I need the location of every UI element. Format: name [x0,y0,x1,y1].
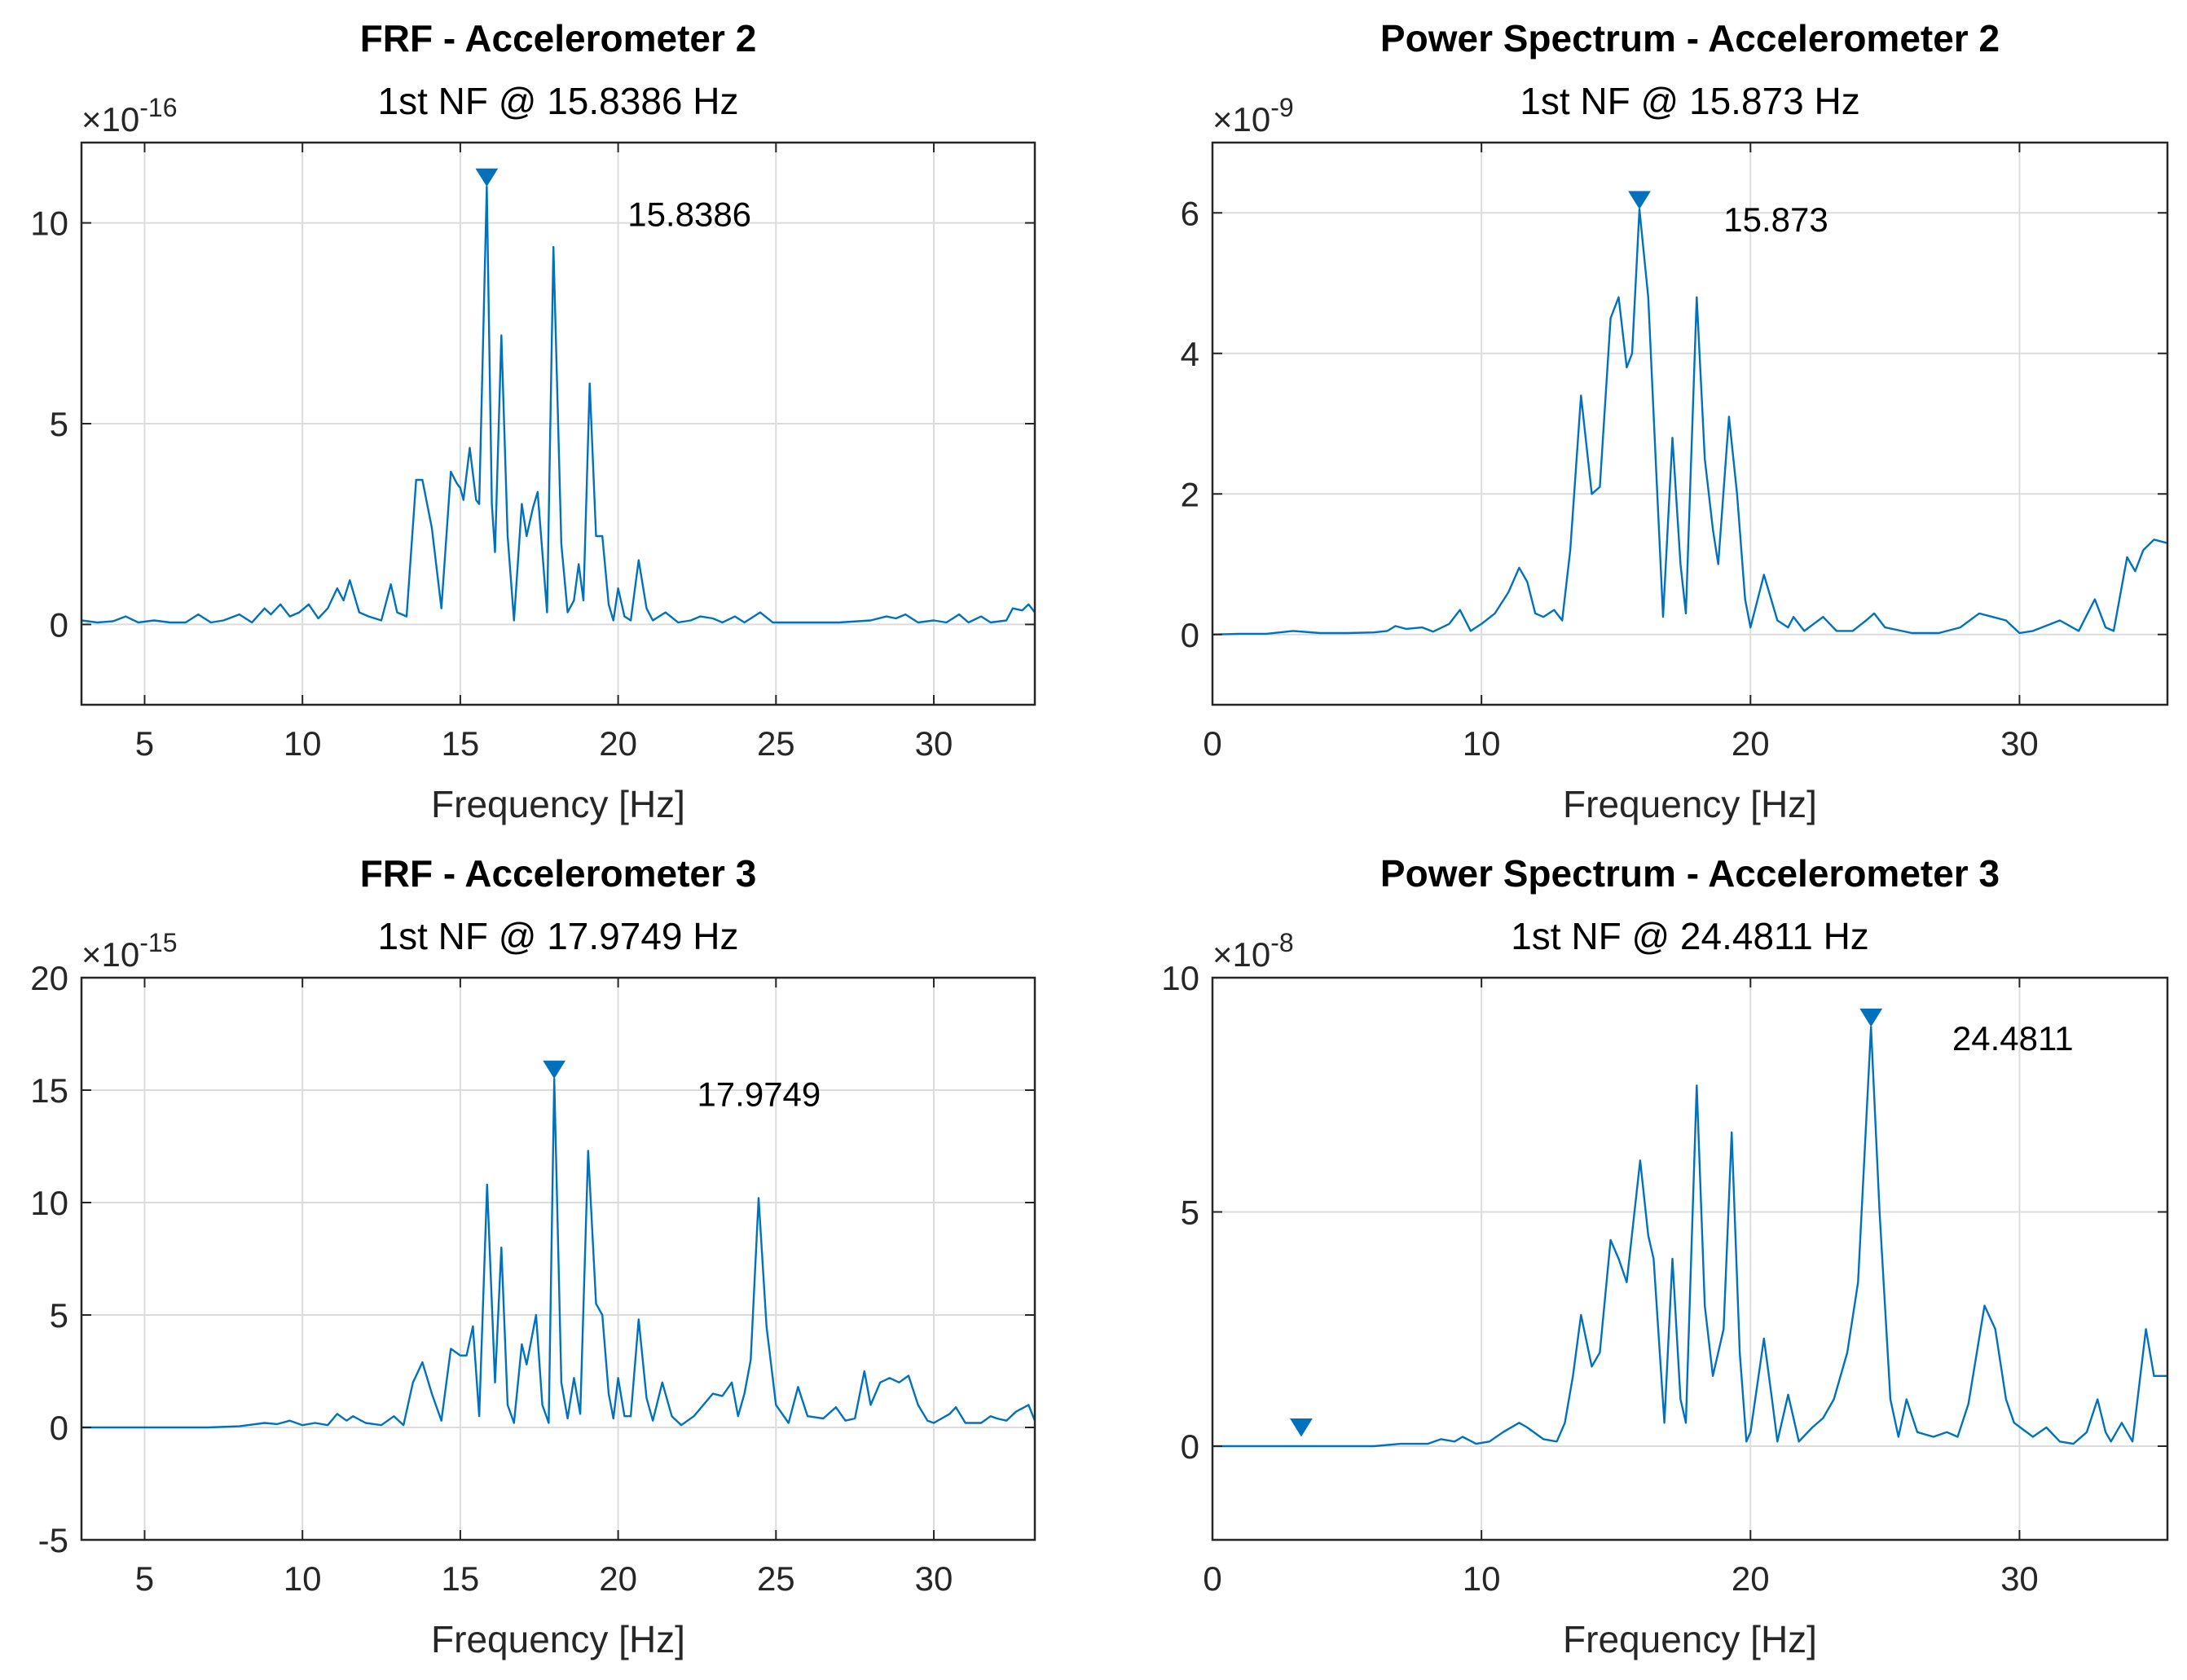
x-tick-label: 15 [442,724,480,763]
x-tick-label: 30 [2000,1559,2039,1598]
axis-multiplier: ×10-8 [1212,928,1294,974]
peak-marker [1859,1008,1883,1027]
y-tick-label: 15 [30,1071,68,1110]
peak-marker [475,168,499,187]
x-tick-label: 0 [1203,1559,1221,1598]
chart-title: Power Spectrum - Accelerometer 3 [1380,852,2000,895]
y-tick-label: 0 [1181,616,1199,654]
x-tick-label: 10 [284,1559,322,1598]
x-tick-label: 25 [757,1559,795,1598]
multiplier-base: ×10 [81,100,139,139]
axis-multiplier: ×10-15 [81,928,178,974]
x-axis-label: Frequency [Hz] [1563,1618,1817,1660]
peak-marker [543,1060,566,1080]
peak-label: 17.9749 [697,1075,821,1114]
multiplier-base: ×10 [1212,100,1270,139]
peak-marker [1628,191,1651,209]
y-tick-label: 10 [1161,959,1199,997]
x-tick-label: 30 [915,1559,953,1598]
series-line [81,1077,1035,1429]
chart-ps-acc3: Power Spectrum - Accelerometer 3 1st NF @… [1161,852,2169,1660]
plot-area [1212,143,2167,705]
x-tick-label: 30 [2000,724,2039,763]
series-line [1212,208,2167,635]
chart-title: FRF - Accelerometer 3 [360,852,757,895]
multiplier-base: ×10 [81,935,139,974]
y-tick-label: 10 [30,1184,68,1222]
chart-subtitle: 1st NF @ 17.9749 Hz [378,915,739,957]
x-tick-label: 30 [915,724,953,763]
x-tick-label: 10 [284,724,322,763]
y-tick-label: 2 [1181,475,1199,513]
x-axis-label: Frequency [Hz] [431,1618,685,1660]
y-tick-label: 10 [30,205,68,243]
x-tick-label: 20 [1732,724,1770,763]
multiplier-exponent: -15 [139,928,177,957]
x-tick-label: 20 [599,1559,637,1598]
chart-frf-acc3: FRF - Accelerometer 3 1st NF @ 17.9749 Hz… [30,852,1036,1660]
chart-title: Power Spectrum - Accelerometer 2 [1380,17,2000,59]
chart-subtitle: 1st NF @ 15.8386 Hz [378,80,739,122]
x-axis-label: Frequency [Hz] [1563,783,1817,825]
y-tick-label: 6 [1181,194,1199,232]
chart-ps-acc2: Power Spectrum - Accelerometer 2 1st NF @… [1181,17,2169,825]
peak-label: 15.873 [1723,200,1828,239]
axes-box [80,976,1036,1541]
x-tick-label: 15 [442,1559,480,1598]
multiplier-exponent: -9 [1270,93,1293,122]
secondary-marker [1290,1418,1313,1437]
x-tick-label: 0 [1203,724,1221,763]
x-tick-label: 20 [599,724,637,763]
y-tick-label: 5 [50,1296,68,1335]
plot-area [1212,978,2167,1540]
grid [81,143,1035,705]
series-line [1212,1026,2167,1448]
axes-box [1211,141,2169,706]
y-tick-label: -5 [38,1521,68,1559]
x-tick-label: 10 [1463,724,1501,763]
x-axis-label: Frequency [Hz] [431,783,685,825]
y-tick-label: 0 [50,605,68,644]
multiplier-exponent: -8 [1270,928,1293,957]
peak-label: 15.8386 [627,196,751,234]
y-tick-label: 5 [1181,1194,1199,1232]
multiplier-base: ×10 [1212,935,1270,974]
axes-box [1211,976,2169,1541]
y-tick-label: 0 [50,1409,68,1447]
chart-title: FRF - Accelerometer 2 [360,17,757,59]
x-tick-label: 20 [1732,1559,1770,1598]
chart-frf-acc2: FRF - Accelerometer 2 1st NF @ 15.8386 Hz… [30,17,1036,825]
series-line [81,185,1035,624]
x-tick-label: 5 [135,1559,154,1598]
y-tick-label: 4 [1181,335,1199,373]
y-tick-label: 5 [50,405,68,443]
chart-subtitle: 1st NF @ 24.4811 Hz [1511,915,1869,957]
multiplier-exponent: -16 [139,93,177,122]
x-tick-label: 10 [1463,1559,1501,1598]
x-tick-label: 5 [135,724,154,763]
axis-multiplier: ×10-16 [81,93,178,139]
peak-label: 24.4811 [1952,1019,2074,1058]
axis-multiplier: ×10-9 [1212,93,1294,139]
chart-subtitle: 1st NF @ 15.873 Hz [1520,80,1859,122]
x-tick-label: 25 [757,724,795,763]
y-tick-label: 20 [30,959,68,997]
y-tick-label: 0 [1181,1427,1199,1466]
